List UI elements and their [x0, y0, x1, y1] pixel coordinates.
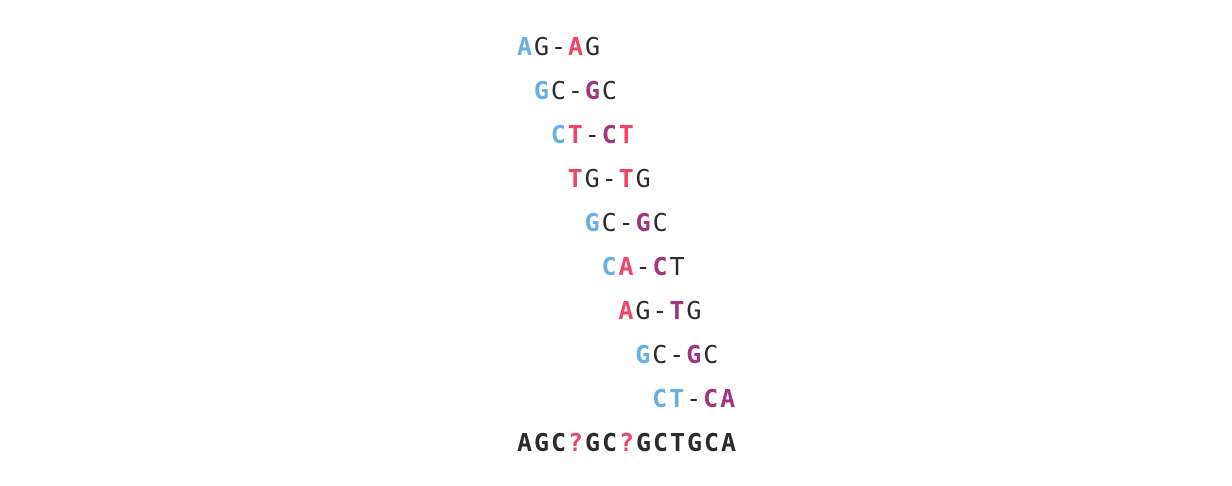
nucleotide: A	[720, 428, 737, 457]
unknown-nucleotide: ?	[618, 428, 635, 457]
nucleotide: G	[635, 340, 651, 369]
pair-row-6: CA-CT	[601, 252, 686, 282]
pair-dash: -	[584, 120, 600, 149]
nucleotide: A	[618, 252, 634, 281]
nucleotide: C	[601, 76, 617, 105]
nucleotide: G	[533, 76, 549, 105]
nucleotide: G	[686, 340, 702, 369]
pair-row-2: GC-GC	[533, 76, 618, 106]
nucleotide: C	[652, 252, 668, 281]
nucleotide: G	[533, 32, 550, 61]
pair-row-4: TG-TG	[567, 164, 652, 194]
nucleotide: A	[516, 32, 533, 61]
nucleotide: A	[516, 428, 533, 457]
unknown-nucleotide: ?	[567, 428, 584, 457]
pair-row-8: GC-GC	[634, 340, 719, 370]
nucleotide: G	[635, 208, 651, 237]
nucleotide: C	[703, 384, 719, 413]
nucleotide: G	[635, 428, 652, 457]
nucleotide: T	[669, 252, 685, 281]
pair-row-5: GC-GC	[584, 208, 669, 238]
pair-dash: -	[550, 32, 567, 61]
nucleotide: T	[618, 164, 634, 193]
nucleotide: C	[652, 340, 668, 369]
nucleotide: G	[584, 164, 600, 193]
pair-dash: -	[635, 252, 651, 281]
nucleotide: C	[703, 428, 720, 457]
pair-row-3: CT-CT	[550, 120, 635, 150]
nucleotide: T	[567, 120, 583, 149]
pair-row-1: AG-AG	[516, 32, 601, 62]
pair-dash: -	[601, 164, 617, 193]
nucleotide: A	[567, 32, 584, 61]
nucleotide: T	[669, 384, 685, 413]
pair-dash: -	[669, 340, 685, 369]
nucleotide: C	[652, 384, 668, 413]
nucleotide: C	[652, 428, 669, 457]
nucleotide: C	[550, 76, 566, 105]
nucleotide: A	[720, 384, 736, 413]
nucleotide: G	[686, 296, 702, 325]
pair-dash: -	[686, 384, 702, 413]
nucleotide: T	[567, 164, 583, 193]
nucleotide: G	[533, 428, 550, 457]
nucleotide: C	[601, 428, 618, 457]
nucleotide: G	[584, 76, 600, 105]
pair-row-9: CT-CA	[651, 384, 736, 414]
nucleotide: C	[601, 252, 617, 281]
nucleotide: C	[703, 340, 719, 369]
nucleotide: T	[669, 428, 686, 457]
nucleotide: C	[550, 428, 567, 457]
nucleotide: C	[652, 208, 668, 237]
nucleotide: C	[550, 120, 566, 149]
nucleotide: G	[686, 428, 703, 457]
nucleotide: G	[584, 428, 601, 457]
nucleotide: G	[584, 32, 601, 61]
nucleotide: T	[618, 120, 634, 149]
nucleotide: T	[669, 296, 685, 325]
nucleotide: G	[584, 208, 600, 237]
nucleotide: C	[601, 208, 617, 237]
nucleotide: A	[618, 296, 634, 325]
nucleotide: C	[601, 120, 617, 149]
pair-row-7: AG-TG	[617, 296, 702, 326]
assembled-sequence: AGC?GC?GCTGCA	[516, 428, 737, 458]
nucleotide: G	[635, 296, 651, 325]
pair-dash: -	[652, 296, 668, 325]
nucleotide: G	[635, 164, 651, 193]
pair-dash: -	[618, 208, 634, 237]
pair-dash: -	[567, 76, 583, 105]
